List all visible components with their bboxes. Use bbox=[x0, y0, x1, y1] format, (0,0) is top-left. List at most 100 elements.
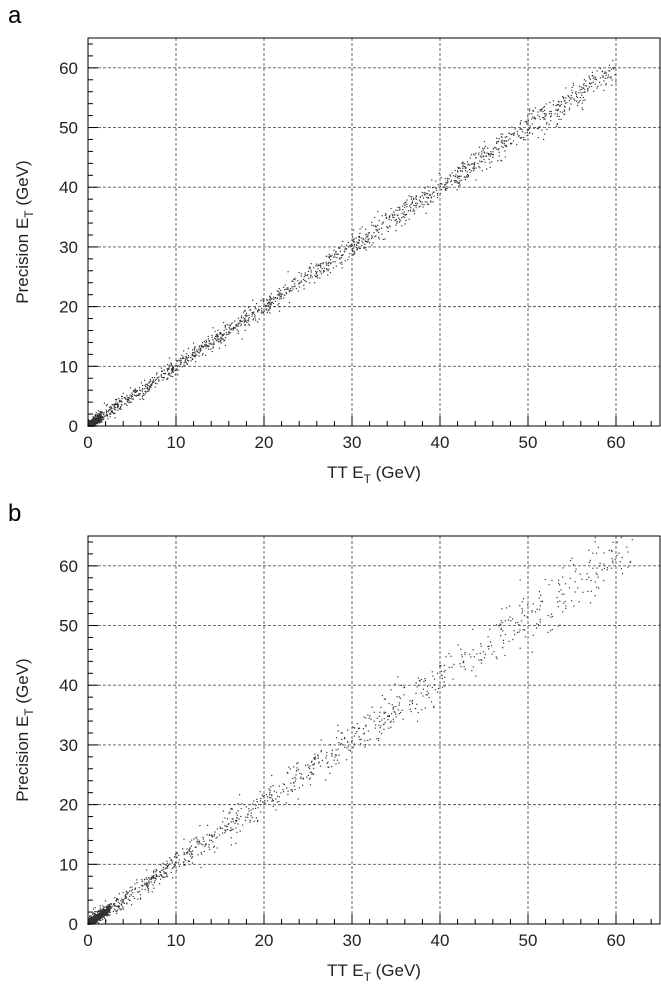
scatter-point bbox=[308, 267, 310, 269]
scatter-point bbox=[541, 108, 543, 110]
scatter-point bbox=[564, 600, 566, 602]
scatter-point bbox=[166, 863, 168, 865]
scatter-point bbox=[99, 915, 101, 917]
scatter-point bbox=[202, 346, 204, 348]
scatter-point bbox=[179, 363, 182, 366]
scatter-point bbox=[326, 264, 328, 266]
scatter-point bbox=[234, 320, 236, 322]
scatter-point bbox=[391, 704, 393, 706]
scatter-point bbox=[319, 765, 322, 767]
scatter-point bbox=[119, 399, 121, 401]
scatter-point bbox=[118, 401, 120, 403]
scatter-point bbox=[436, 189, 438, 191]
scatter-point bbox=[559, 624, 561, 626]
scatter-point bbox=[236, 819, 238, 822]
scatter-point bbox=[240, 325, 242, 327]
scatter-point bbox=[306, 274, 309, 276]
scatter-point bbox=[175, 856, 177, 859]
scatter-point bbox=[219, 827, 222, 830]
scatter-point bbox=[573, 98, 575, 100]
scatter-point bbox=[577, 587, 579, 589]
scatter-point bbox=[308, 766, 310, 768]
scatter-point bbox=[93, 915, 95, 917]
scatter-point bbox=[251, 817, 253, 819]
scatter-point bbox=[279, 292, 281, 294]
scatter-point bbox=[539, 118, 541, 120]
scatter-point bbox=[500, 140, 502, 143]
scatter-point bbox=[368, 242, 371, 244]
scatter-point bbox=[363, 732, 365, 734]
scatter-point bbox=[236, 329, 238, 331]
scatter-point bbox=[371, 706, 373, 708]
scatter-point bbox=[347, 729, 349, 731]
scatter-point bbox=[269, 307, 271, 309]
scatter-point bbox=[473, 163, 475, 165]
scatter-point bbox=[117, 901, 119, 903]
scatter-point bbox=[577, 102, 579, 104]
scatter-point bbox=[364, 239, 366, 241]
scatter-point bbox=[392, 708, 394, 710]
scatter-point bbox=[88, 922, 90, 924]
scatter-point bbox=[179, 865, 181, 867]
scatter-point bbox=[496, 624, 498, 626]
scatter-point bbox=[224, 324, 226, 326]
scatter-point bbox=[112, 905, 114, 907]
scatter-point bbox=[152, 381, 154, 383]
scatter-point bbox=[128, 890, 131, 892]
scatter-point bbox=[345, 248, 347, 250]
scatter-point bbox=[502, 630, 504, 632]
scatter-point bbox=[557, 625, 559, 627]
scatter-point bbox=[186, 358, 188, 360]
scatter-point bbox=[464, 170, 467, 172]
scatter-point bbox=[368, 238, 370, 240]
scatter-point bbox=[285, 293, 288, 295]
scatter-point bbox=[262, 795, 264, 797]
scatter-point bbox=[97, 915, 99, 917]
scatter-point bbox=[126, 404, 128, 407]
scatter-point bbox=[456, 182, 458, 184]
scatter-point bbox=[558, 118, 560, 120]
scatter-point bbox=[249, 821, 251, 823]
scatter-point bbox=[413, 210, 415, 212]
scatter-point bbox=[167, 377, 169, 379]
scatter-point bbox=[172, 370, 174, 373]
scatter-point bbox=[139, 393, 141, 395]
scatter-point bbox=[236, 814, 238, 816]
scatter-point bbox=[316, 274, 319, 276]
scatter-point bbox=[222, 821, 224, 823]
scatter-point bbox=[213, 343, 215, 345]
scatter-point bbox=[99, 412, 101, 414]
scatter-point bbox=[247, 816, 249, 818]
scatter-point bbox=[517, 135, 519, 137]
scatter-point bbox=[95, 916, 97, 918]
scatter-point bbox=[229, 332, 231, 334]
scatter-point bbox=[497, 141, 499, 143]
scatter-point bbox=[264, 802, 266, 804]
scatter-point bbox=[105, 913, 107, 915]
scatter-point bbox=[97, 418, 99, 420]
scatter-point bbox=[460, 666, 462, 668]
scatter-point bbox=[297, 762, 299, 764]
scatter-point bbox=[297, 798, 299, 800]
scatter-point bbox=[594, 536, 596, 539]
scatter-point bbox=[146, 387, 148, 389]
scatter-point bbox=[388, 715, 390, 717]
scatter-point bbox=[120, 909, 122, 911]
scatter-point bbox=[320, 750, 322, 752]
scatter-point bbox=[554, 113, 556, 115]
scatter-point bbox=[570, 94, 572, 97]
scatter-point bbox=[125, 403, 127, 405]
scatter-point bbox=[341, 255, 344, 257]
scatter-point bbox=[376, 717, 378, 719]
scatter-point bbox=[197, 351, 199, 353]
scatter-point bbox=[326, 255, 328, 257]
scatter-point bbox=[96, 920, 98, 922]
scatter-point bbox=[94, 907, 96, 909]
scatter-point bbox=[94, 920, 96, 922]
scatter-point bbox=[240, 323, 242, 325]
scatter-point bbox=[586, 85, 588, 87]
scatter-point bbox=[138, 394, 140, 396]
scatter-point bbox=[534, 118, 536, 120]
scatter-point bbox=[532, 634, 534, 636]
scatter-point bbox=[315, 265, 317, 267]
